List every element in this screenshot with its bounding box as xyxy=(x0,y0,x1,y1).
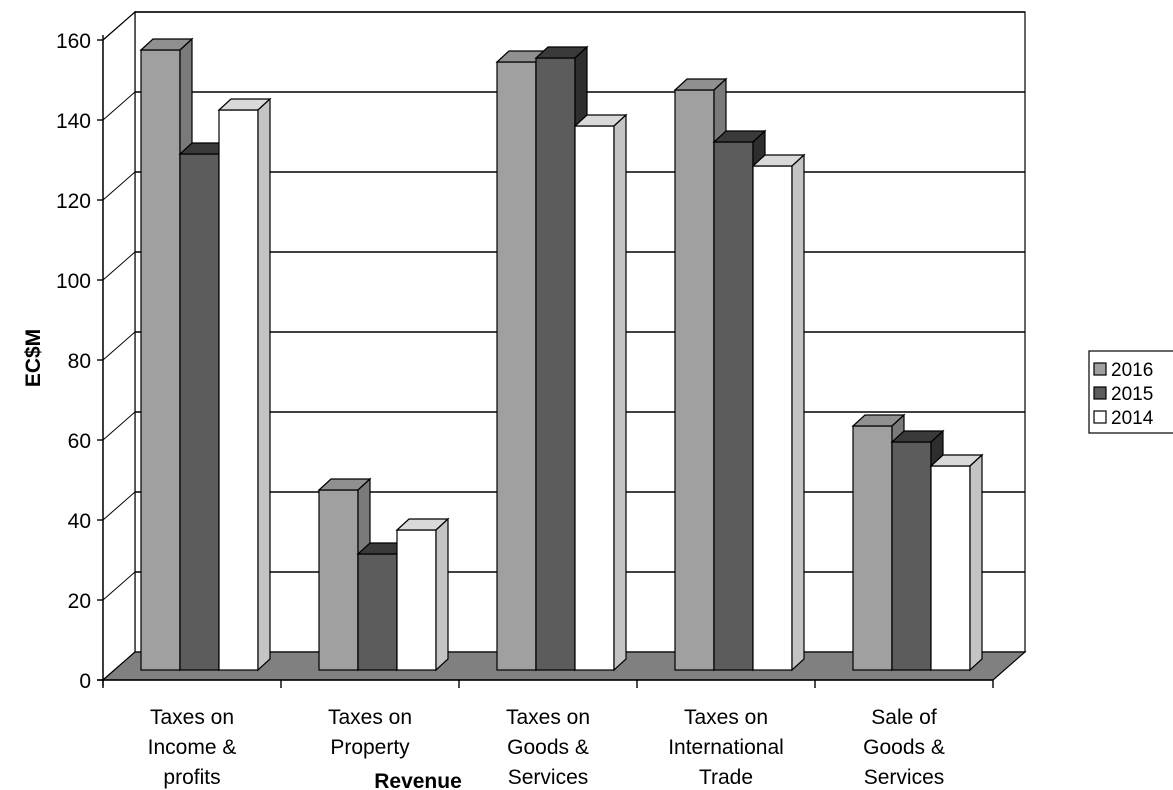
x-category-label: Sale of Goods & Services xyxy=(863,706,945,789)
gridline-side xyxy=(102,331,136,361)
y-tick-label: 60 xyxy=(68,430,91,453)
bars xyxy=(139,37,984,672)
x-category-labels: Taxes on Income & profits Taxes on Property T… xyxy=(148,706,945,789)
legend-swatch xyxy=(1093,410,1107,424)
bar xyxy=(751,153,806,672)
legend-swatch xyxy=(1093,362,1107,376)
bar-front xyxy=(713,141,754,671)
bar-side xyxy=(791,153,805,672)
bar-front xyxy=(318,489,359,671)
legend-label: 2015 xyxy=(1111,384,1153,405)
x-category-label: Taxes on Goods & Services xyxy=(506,706,590,789)
x-category-label: Taxes on Property xyxy=(328,706,412,759)
axes xyxy=(97,35,994,688)
bar-side xyxy=(257,97,271,672)
gridline-side xyxy=(102,491,136,521)
bar-side xyxy=(613,113,627,672)
bar-front xyxy=(674,89,715,671)
y-axis-title: EC$M xyxy=(22,329,45,387)
bar-front xyxy=(535,57,576,671)
y-tick-label: 20 xyxy=(68,590,91,613)
bar xyxy=(929,453,984,672)
y-tick-label: 0 xyxy=(79,670,91,693)
gridline-side xyxy=(102,571,136,601)
y-tick-label: 80 xyxy=(68,350,91,373)
x-category-label: Taxes on Income & profits xyxy=(148,706,237,789)
bar-front xyxy=(496,61,537,671)
y-tick-label: 40 xyxy=(68,510,91,533)
bar xyxy=(573,113,628,672)
gridline-side xyxy=(102,11,136,41)
bar-front xyxy=(930,465,971,671)
legend-swatch xyxy=(1093,386,1107,400)
bar xyxy=(217,97,272,672)
gridline-side xyxy=(102,411,136,441)
gridline-side xyxy=(102,251,136,281)
bar-front xyxy=(574,125,615,671)
y-tick-label: 140 xyxy=(56,110,91,133)
x-category-label: Taxes on International Trade xyxy=(668,706,784,789)
bar-side xyxy=(969,453,983,672)
bar-front xyxy=(752,165,793,671)
gridline-side xyxy=(102,171,136,201)
x-axis-title: Revenue xyxy=(374,770,462,790)
bar xyxy=(395,517,450,672)
y-tick-labels: 0 20 40 60 80 100 120 140 160 xyxy=(56,30,91,693)
bar-front xyxy=(891,441,932,671)
legend-label: 2016 xyxy=(1111,360,1153,381)
legend-label: 2014 xyxy=(1111,408,1154,429)
bar-front xyxy=(357,553,398,671)
bar-front xyxy=(179,153,220,671)
legend: 2016 2015 2014 xyxy=(1088,350,1173,434)
bar-front xyxy=(140,49,181,671)
gridline-side xyxy=(102,91,136,121)
bar-front xyxy=(852,425,893,671)
y-tick-label: 160 xyxy=(56,30,91,53)
y-tick-label: 100 xyxy=(56,270,91,293)
bar-front xyxy=(218,109,259,671)
bar-front xyxy=(396,529,437,671)
y-tick-label: 120 xyxy=(56,190,91,213)
bar-side xyxy=(435,517,449,672)
